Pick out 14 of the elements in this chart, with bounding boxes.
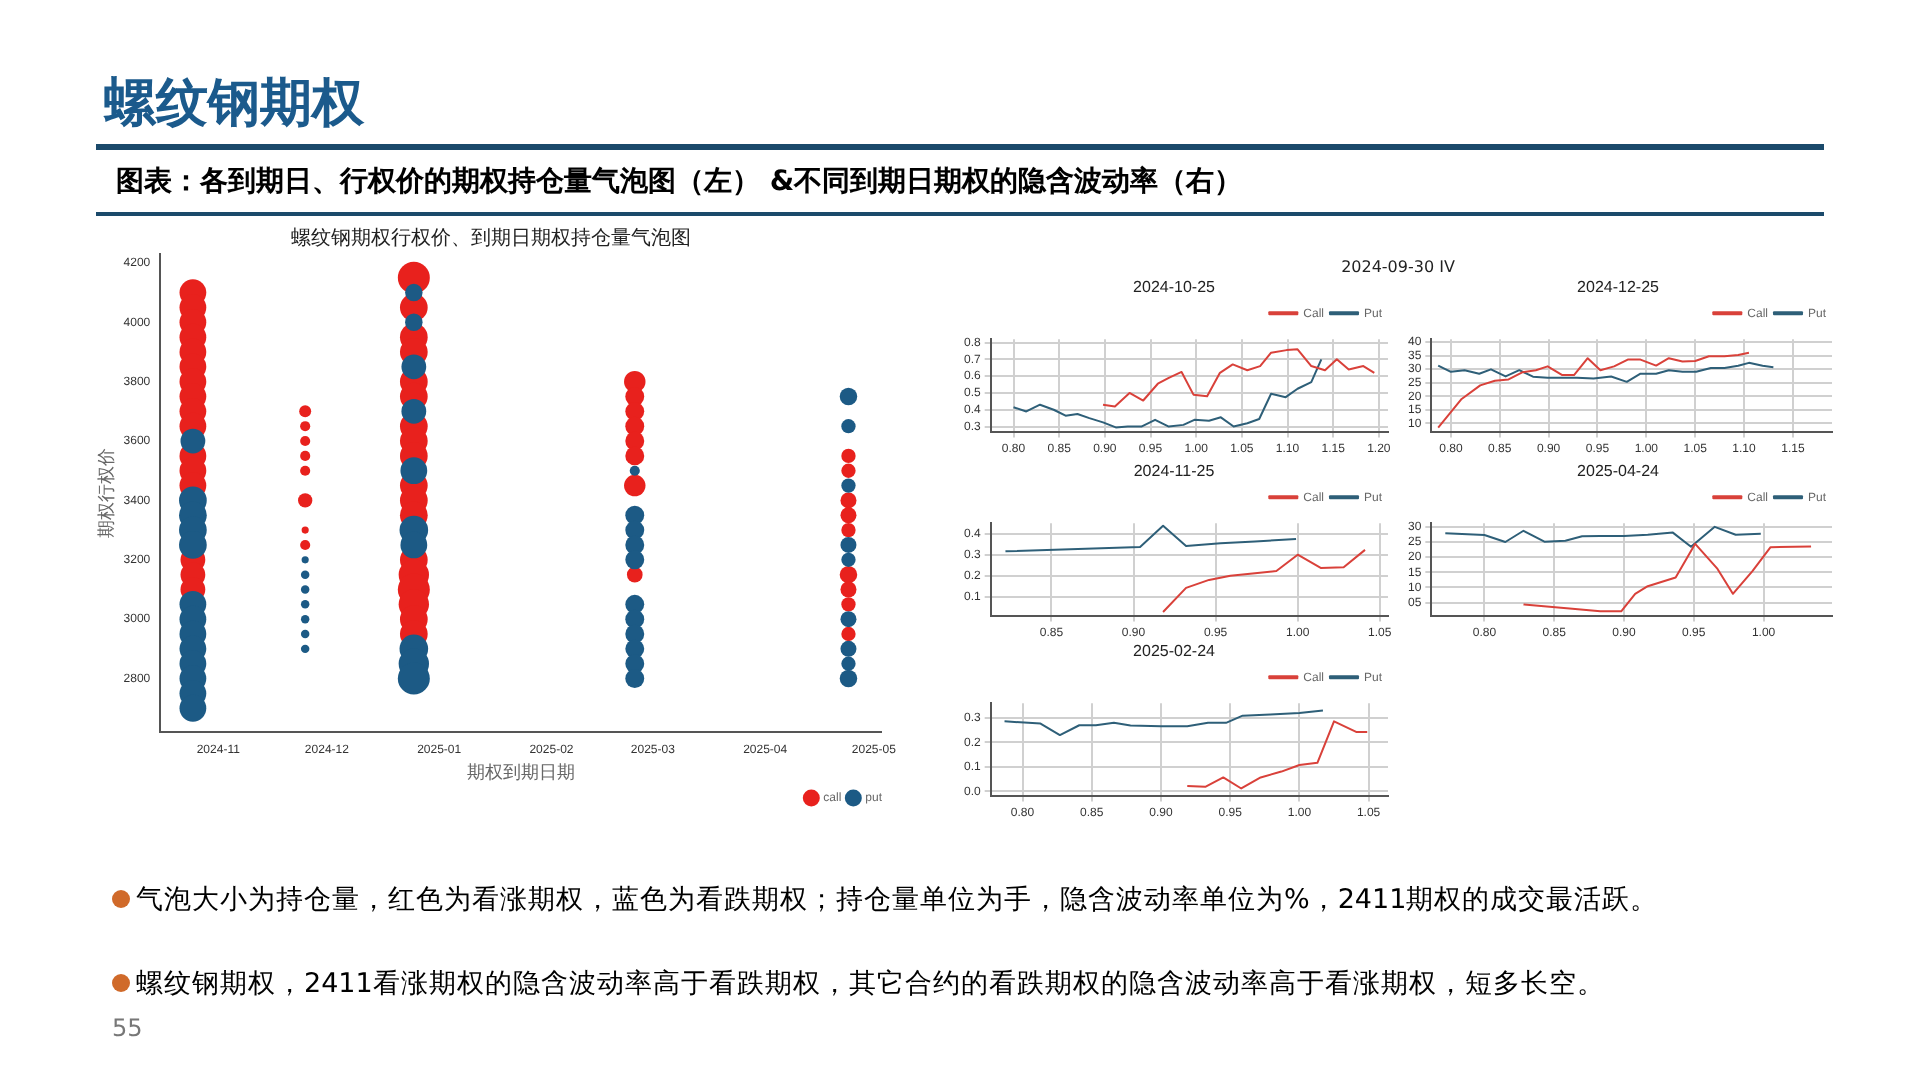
x-axis-title: 期权到期日期 [466,762,575,783]
chart-title: 2025-04-24 [1577,462,1661,481]
chart-title: 2025-02-24 [1133,642,1217,661]
text: 图表：各到期日、行权价的期权持仓量气泡图（左） &不同到期日期权的隐含波动率（右） [116,164,1243,200]
text: 螺纹钢期权，2411看涨期权的隐含波动率高于看跌期权，其它合约的看跌期权的隐含波动率高于看涨期权，短多长空。 [134,968,1607,1002]
text: 螺纹钢期权 [104,72,364,138]
text: 55 [112,1014,143,1042]
text: 2024-09-30 IV [1339,258,1457,276]
chart-title: 2024-10-25 [1133,278,1217,297]
y-axis-title: 期权行权价 [95,448,116,538]
text: 气泡大小为持仓量，红色为看涨期权，蓝色为看跌期权；持仓量单位为手，隐含波动率单位为%，2411期权的成交最活跃。 [134,884,1661,918]
chart-title: 2024-12-25 [1577,278,1661,297]
chart-title: 螺纹钢期权行权价、到期日期权持仓量气泡图 [291,225,691,250]
chart-title: 2024-11-25 [1133,462,1216,481]
